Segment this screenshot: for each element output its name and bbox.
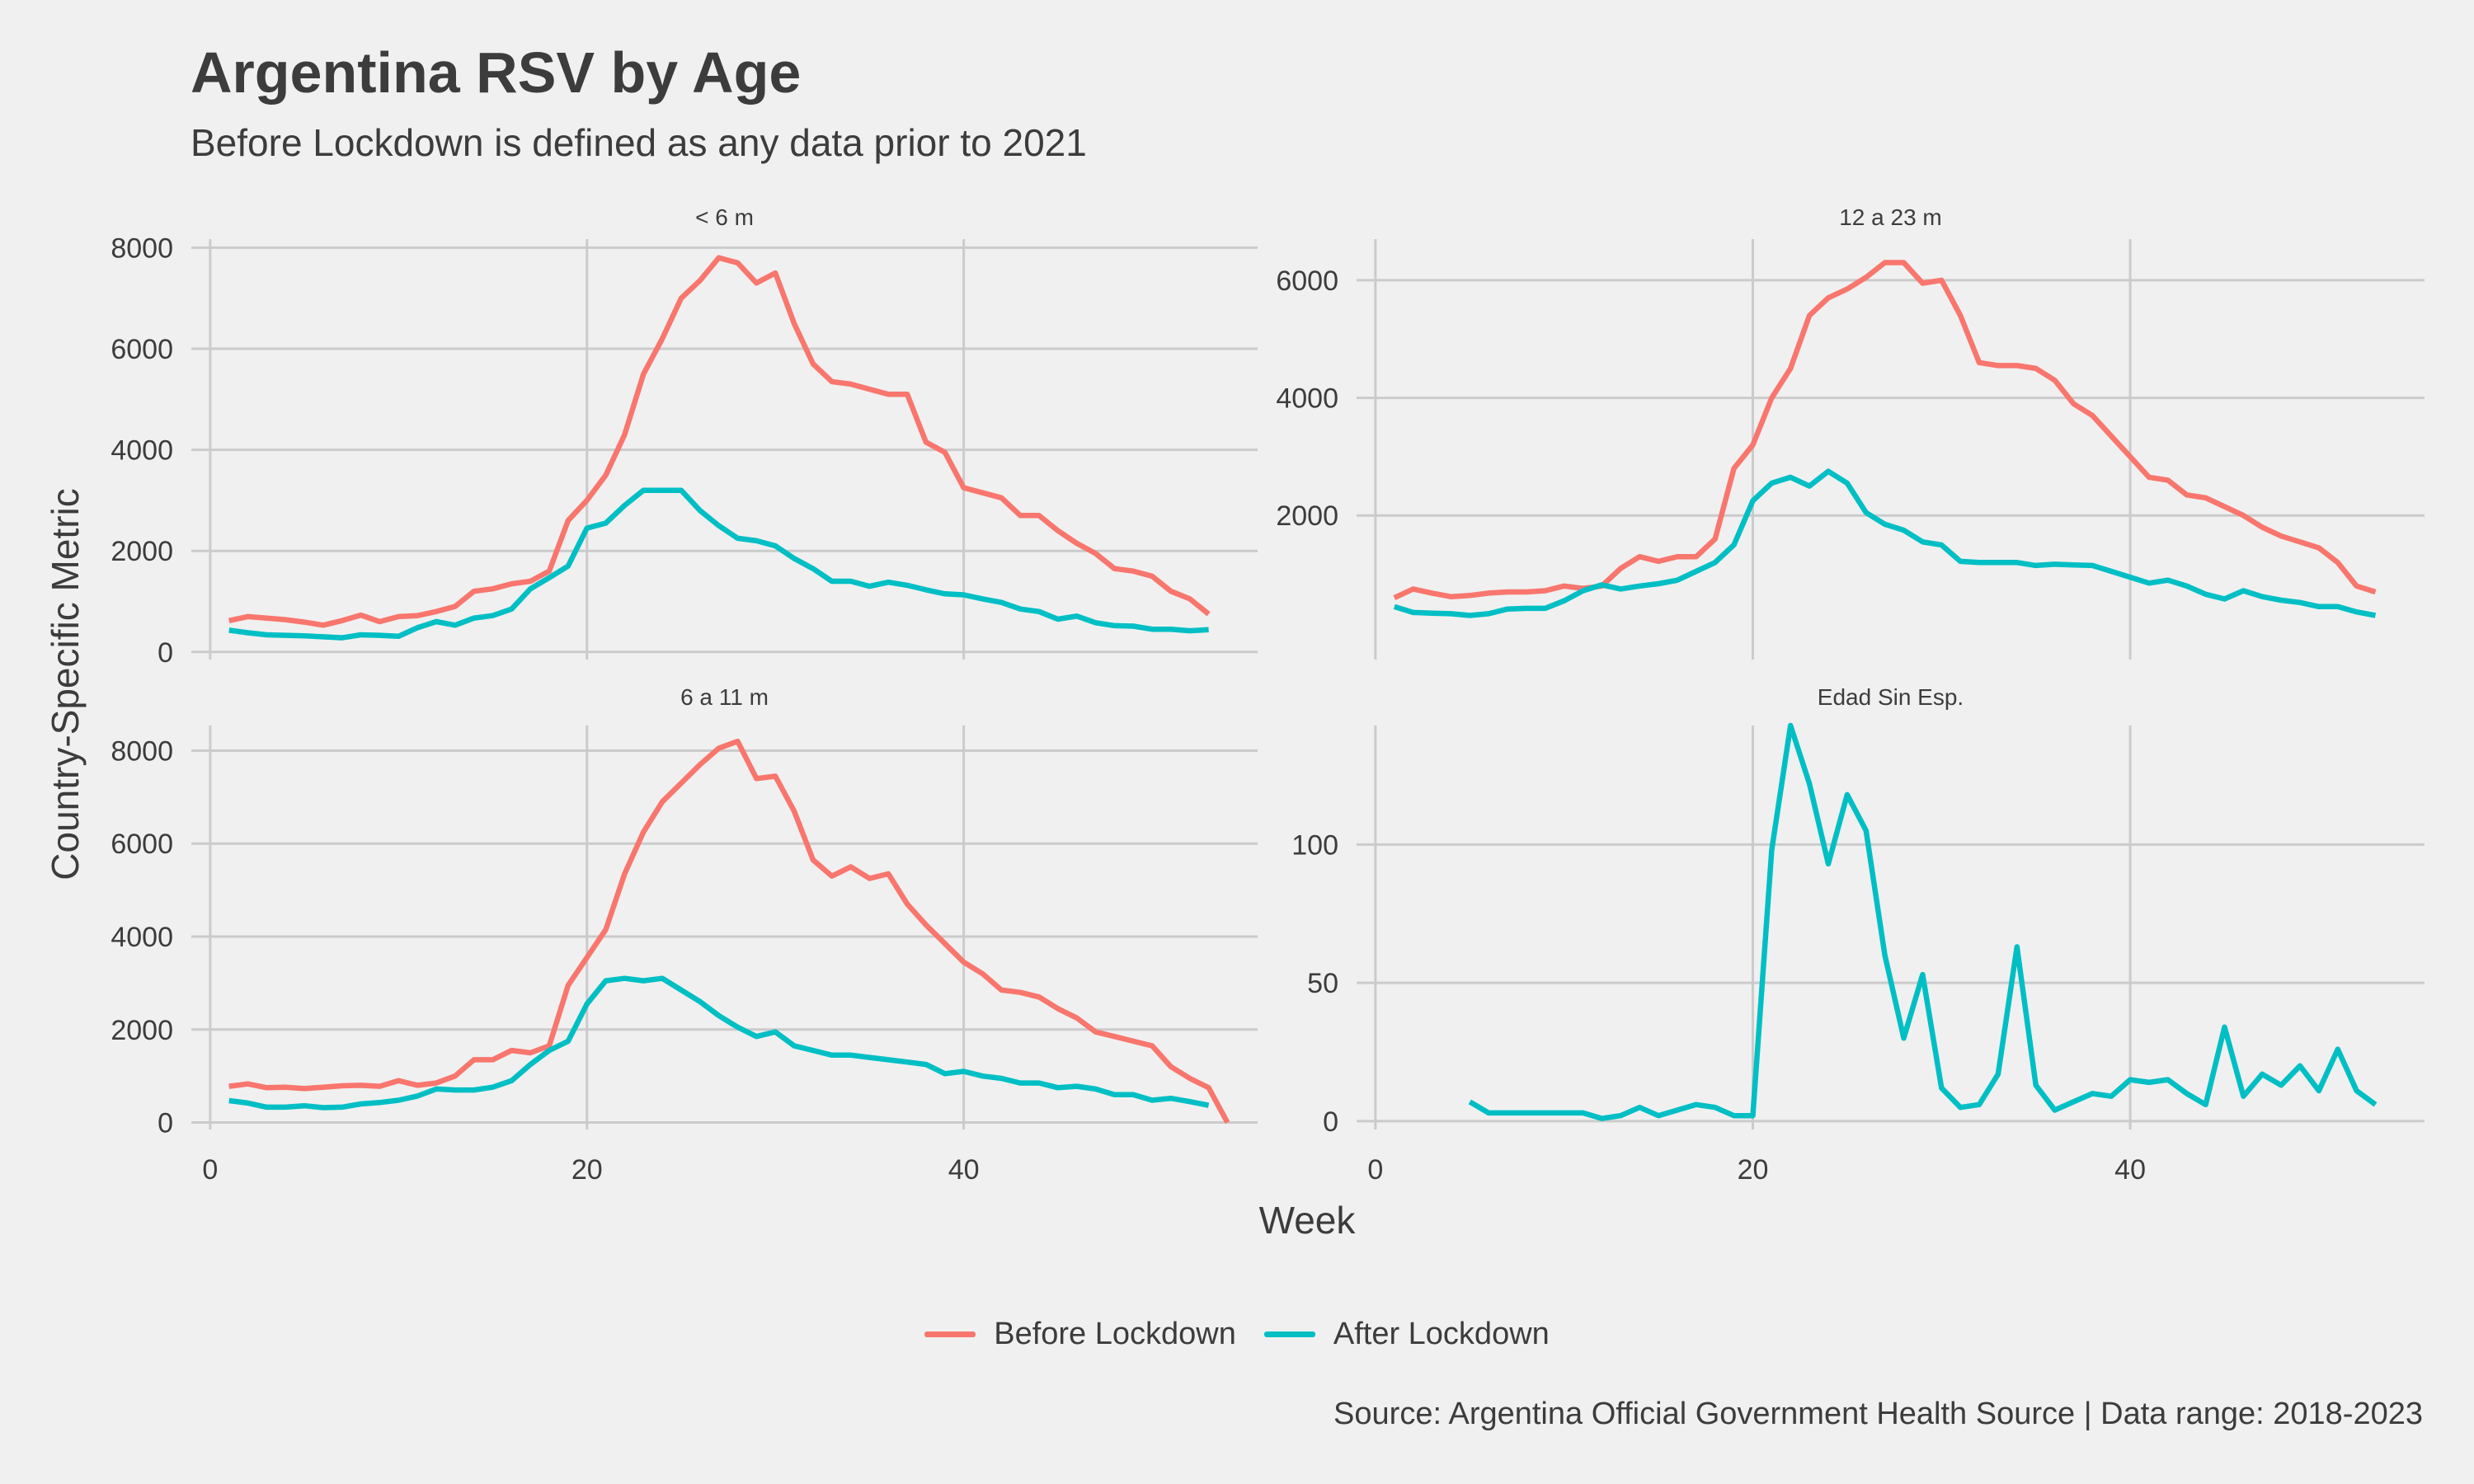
y-tick-label: 8000 <box>111 232 173 264</box>
y-tick-label: 0 <box>158 1108 173 1139</box>
y-tick-label: 0 <box>158 637 173 669</box>
y-tick-label: 2000 <box>111 1015 173 1046</box>
panel-2: 12 a 23 m 2000 4000 6000 <box>1276 204 2425 660</box>
panel-4: Edad Sin Esp. 0 50 100 0 20 40 <box>1291 684 2425 1186</box>
legend-label-before: Before Lockdown <box>994 1316 1236 1351</box>
x-tick-label: 40 <box>948 1154 980 1186</box>
y-tick-label: 8000 <box>111 735 173 767</box>
x-tick-label: 0 <box>202 1154 218 1186</box>
x-axis-title: Week <box>1259 1199 1357 1242</box>
y-tick-label: 2000 <box>1276 500 1338 532</box>
panel-strip-label: 12 a 23 m <box>1839 204 1942 230</box>
y-tick-label: 6000 <box>111 829 173 860</box>
y-tick-label: 4000 <box>1276 383 1338 415</box>
series-line-after <box>1468 722 2378 1121</box>
legend-item-after: After Lockdown <box>1263 1316 1550 1352</box>
y-tick-label: 0 <box>1323 1106 1338 1138</box>
series-line-before <box>228 738 1230 1125</box>
y-tick-label: 6000 <box>111 334 173 365</box>
y-axis-title: Country-Specific Metric <box>44 488 87 880</box>
x-tick-label: 0 <box>1367 1154 1383 1186</box>
chart-caption: Source: Argentina Official Government He… <box>1333 1397 2423 1431</box>
x-tick-label: 20 <box>1738 1154 1769 1186</box>
chart-subtitle: Before Lockdown is defined as any data p… <box>190 121 1087 164</box>
panel-3: 6 a 11 m 0 2000 4000 6000 8000 0 20 40 <box>111 684 1258 1186</box>
panel-strip-label: < 6 m <box>695 204 754 230</box>
legend-label-after: After Lockdown <box>1333 1316 1550 1351</box>
chart-title: Argentina RSV by Age <box>190 40 802 105</box>
y-tick-label: 4000 <box>111 435 173 467</box>
series-line-after <box>228 975 1210 1111</box>
panel-strip-label: Edad Sin Esp. <box>1818 684 1964 710</box>
legend-key-before <box>924 1331 976 1337</box>
legend-key-after <box>1263 1331 1315 1337</box>
y-tick-label: 2000 <box>111 536 173 567</box>
panel-1: < 6 m 0 2000 4000 6000 8000 <box>111 204 1258 669</box>
y-tick-label: 50 <box>1307 968 1338 999</box>
legend: Before Lockdown After Lockdown <box>0 1309 2474 1359</box>
y-tick-label: 4000 <box>111 922 173 953</box>
legend-item-before: Before Lockdown <box>924 1317 1236 1352</box>
series-line-before <box>1393 260 2377 601</box>
y-tick-label: 6000 <box>1276 265 1338 297</box>
x-tick-label: 20 <box>571 1154 603 1186</box>
x-tick-label: 40 <box>2114 1154 2146 1186</box>
y-tick-label: 100 <box>1291 829 1338 861</box>
panel-strip-label: 6 a 11 m <box>680 684 769 710</box>
series-line-after <box>1393 468 2377 618</box>
series-line-before <box>228 255 1211 628</box>
series-line-after <box>228 487 1209 641</box>
